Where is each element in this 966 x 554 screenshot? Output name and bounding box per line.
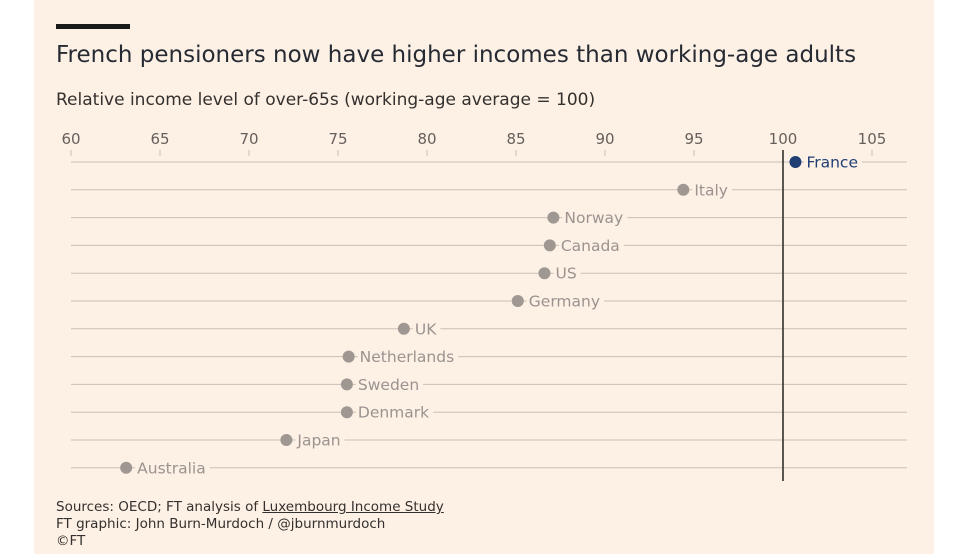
label-background <box>355 375 424 394</box>
data-label-japan: Japan <box>296 432 340 450</box>
label-background <box>355 403 434 422</box>
x-tick-label: 105 <box>858 130 887 148</box>
data-point-norway <box>547 211 560 224</box>
sources-line: Sources: OECD; FT analysis of Luxembourg… <box>56 499 444 516</box>
chart-subtitle: Relative income level of over-65s (worki… <box>56 90 596 110</box>
data-label-netherlands: Netherlands <box>360 348 454 366</box>
x-tick-label: 100 <box>769 130 798 148</box>
data-point-denmark <box>340 406 353 419</box>
x-tick-label: 75 <box>328 130 347 148</box>
data-label-france: France <box>806 154 858 172</box>
data-point-netherlands <box>342 350 355 363</box>
data-point-japan <box>280 434 293 446</box>
data-label-denmark: Denmark <box>358 404 429 422</box>
x-tick-label: 70 <box>239 130 258 148</box>
label-background <box>412 319 441 338</box>
credit-line: FT graphic: John Burn-Murdoch / @jburnmu… <box>56 516 386 532</box>
chart-footer: Sources: OECD; FT analysis of Luxembourg… <box>56 499 444 550</box>
label-background <box>526 292 605 310</box>
data-point-australia <box>120 461 133 474</box>
sources-text: Sources: OECD; FT analysis of <box>56 499 263 515</box>
label-background <box>295 431 345 449</box>
x-tick-label: 85 <box>506 130 525 148</box>
label-background <box>357 347 459 366</box>
copyright-line: ©FT <box>56 533 86 549</box>
label-background <box>692 180 732 199</box>
data-label-canada: Canada <box>561 237 620 255</box>
label-background <box>558 236 624 255</box>
chart-card: French pensioners now have higher income… <box>34 0 934 554</box>
data-label-uk: UK <box>415 320 437 338</box>
data-point-uk <box>397 322 410 335</box>
data-point-germany <box>511 295 524 307</box>
data-point-sweden <box>340 378 353 391</box>
data-label-australia: Australia <box>137 459 206 477</box>
chart-title: French pensioners now have higher income… <box>56 42 857 68</box>
x-tick-label: 80 <box>417 130 436 148</box>
lis-link[interactable]: Luxembourg Income Study <box>262 499 444 515</box>
data-point-italy <box>677 183 690 196</box>
ft-accent-bar <box>56 24 130 29</box>
data-label-us: US <box>555 265 576 283</box>
label-background <box>135 458 210 477</box>
label-background <box>562 208 628 227</box>
data-point-canada <box>543 239 556 252</box>
x-tick-label: 90 <box>595 130 614 148</box>
label-background <box>804 153 863 171</box>
data-label-italy: Italy <box>694 181 728 199</box>
x-tick-label: 95 <box>684 130 703 148</box>
data-label-sweden: Sweden <box>358 376 419 394</box>
x-tick-label: 60 <box>61 130 80 148</box>
data-label-germany: Germany <box>529 293 600 311</box>
label-background <box>553 264 581 283</box>
x-tick-label: 65 <box>150 130 169 148</box>
data-point-us <box>538 267 551 280</box>
data-label-norway: Norway <box>564 209 623 227</box>
data-point-france <box>789 156 802 168</box>
